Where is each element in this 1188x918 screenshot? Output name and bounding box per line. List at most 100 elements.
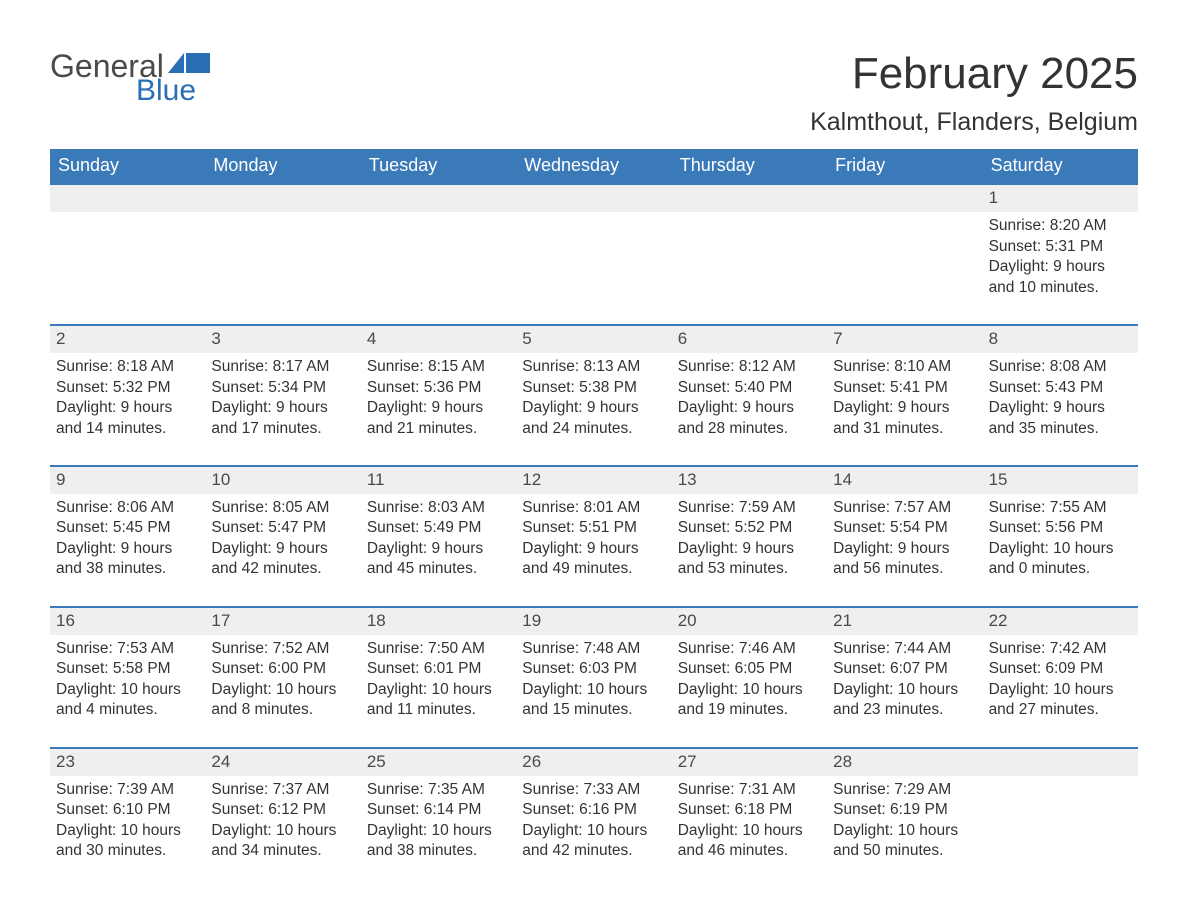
month-title: February 2025 <box>810 50 1138 98</box>
day-cell: 22Sunrise: 7:42 AMSunset: 6:09 PMDayligh… <box>983 608 1138 725</box>
day-number: 10 <box>205 467 360 494</box>
day-cell: 21Sunrise: 7:44 AMSunset: 6:07 PMDayligh… <box>827 608 982 725</box>
day-details: Sunrise: 7:55 AMSunset: 5:56 PMDaylight:… <box>983 494 1138 584</box>
day-details: Sunrise: 7:33 AMSunset: 6:16 PMDaylight:… <box>516 776 671 866</box>
sunset-text: Sunset: 6:07 PM <box>833 659 978 679</box>
page-header: General Blue February 2025 Kalmthout, Fl… <box>50 50 1138 137</box>
daylight-text: Daylight: 9 hours and 38 minutes. <box>56 539 201 580</box>
daylight-text: Daylight: 10 hours and 50 minutes. <box>833 821 978 862</box>
day-cell: 11Sunrise: 8:03 AMSunset: 5:49 PMDayligh… <box>361 467 516 584</box>
daylight-text: Daylight: 9 hours and 45 minutes. <box>367 539 512 580</box>
sunrise-text: Sunrise: 8:01 AM <box>522 498 667 518</box>
daylight-text: Daylight: 10 hours and 0 minutes. <box>989 539 1134 580</box>
week-row: 9Sunrise: 8:06 AMSunset: 5:45 PMDaylight… <box>50 465 1138 584</box>
day-cell: 4Sunrise: 8:15 AMSunset: 5:36 PMDaylight… <box>361 326 516 443</box>
sunset-text: Sunset: 6:12 PM <box>211 800 356 820</box>
daylight-text: Daylight: 10 hours and 46 minutes. <box>678 821 823 862</box>
daylight-text: Daylight: 9 hours and 14 minutes. <box>56 398 201 439</box>
day-number: 11 <box>361 467 516 494</box>
sunset-text: Sunset: 5:34 PM <box>211 378 356 398</box>
sunrise-text: Sunrise: 7:46 AM <box>678 639 823 659</box>
week-row: 23Sunrise: 7:39 AMSunset: 6:10 PMDayligh… <box>50 747 1138 866</box>
sunrise-text: Sunrise: 8:20 AM <box>989 216 1134 236</box>
sunrise-text: Sunrise: 8:12 AM <box>678 357 823 377</box>
sunrise-text: Sunrise: 7:52 AM <box>211 639 356 659</box>
daylight-text: Daylight: 10 hours and 30 minutes. <box>56 821 201 862</box>
day-cell: 1 Sunrise: 8:20 AMSunset: 5:31 PMDaylight… <box>983 185 1138 302</box>
day-number: 6 <box>672 326 827 353</box>
weekday-header: Wednesday <box>516 149 671 183</box>
day-details: Sunrise: 7:53 AMSunset: 5:58 PMDaylight:… <box>50 635 205 725</box>
day-details: Sunrise: 7:29 AMSunset: 6:19 PMDaylight:… <box>827 776 982 866</box>
day-cell: 13Sunrise: 7:59 AMSunset: 5:52 PMDayligh… <box>672 467 827 584</box>
daylight-text: Daylight: 9 hours and 24 minutes. <box>522 398 667 439</box>
daylight-text: Daylight: 10 hours and 34 minutes. <box>211 821 356 862</box>
daylight-text: Daylight: 10 hours and 27 minutes. <box>989 680 1134 721</box>
day-details: Sunrise: 8:15 AMSunset: 5:36 PMDaylight:… <box>361 353 516 443</box>
day-number: 17 <box>205 608 360 635</box>
day-number: 28 <box>827 749 982 776</box>
day-cell: 24 Sunrise: 7:37 AMSunset: 6:12 PMDayligh… <box>205 749 360 866</box>
daylight-text: Daylight: 9 hours and 10 minutes. <box>989 257 1134 298</box>
sunset-text: Sunset: 5:36 PM <box>367 378 512 398</box>
daylight-text: Daylight: 10 hours and 11 minutes. <box>367 680 512 721</box>
day-cell: 23Sunrise: 7:39 AMSunset: 6:10 PMDayligh… <box>50 749 205 866</box>
sunrise-text: Sunrise: 8:03 AM <box>367 498 512 518</box>
sunrise-text: Sunrise: 7:55 AM <box>989 498 1134 518</box>
daylight-text: Daylight: 9 hours and 56 minutes. <box>833 539 978 580</box>
day-details: Sunrise: 7:59 AMSunset: 5:52 PMDaylight:… <box>672 494 827 584</box>
day-number <box>50 185 205 212</box>
day-cell: 9Sunrise: 8:06 AMSunset: 5:45 PMDaylight… <box>50 467 205 584</box>
daylight-text: Daylight: 10 hours and 15 minutes. <box>522 680 667 721</box>
sunset-text: Sunset: 6:18 PM <box>678 800 823 820</box>
day-details: Sunrise: 7:46 AMSunset: 6:05 PMDaylight:… <box>672 635 827 725</box>
sunset-text: Sunset: 6:16 PM <box>522 800 667 820</box>
sunrise-text: Sunrise: 7:31 AM <box>678 780 823 800</box>
weekday-header: Thursday <box>672 149 827 183</box>
day-number: 27 <box>672 749 827 776</box>
day-number: 1 <box>983 185 1138 212</box>
sunset-text: Sunset: 5:40 PM <box>678 378 823 398</box>
day-details: Sunrise: 7:39 AMSunset: 6:10 PMDaylight:… <box>50 776 205 866</box>
day-number <box>983 749 1138 776</box>
sunrise-text: Sunrise: 8:08 AM <box>989 357 1134 377</box>
day-details: Sunrise: 8:13 AMSunset: 5:38 PMDaylight:… <box>516 353 671 443</box>
sunrise-text: Sunrise: 7:37 AM <box>211 780 356 800</box>
daylight-text: Daylight: 10 hours and 38 minutes. <box>367 821 512 862</box>
day-number: 24 <box>205 749 360 776</box>
week-row: 2Sunrise: 8:18 AMSunset: 5:32 PMDaylight… <box>50 324 1138 443</box>
sunrise-text: Sunrise: 7:44 AM <box>833 639 978 659</box>
day-cell: 10Sunrise: 8:05 AMSunset: 5:47 PMDayligh… <box>205 467 360 584</box>
daylight-text: Daylight: 10 hours and 8 minutes. <box>211 680 356 721</box>
day-number: 22 <box>983 608 1138 635</box>
sunset-text: Sunset: 5:31 PM <box>989 237 1134 257</box>
sunset-text: Sunset: 5:47 PM <box>211 518 356 538</box>
day-cell: 15Sunrise: 7:55 AMSunset: 5:56 PMDayligh… <box>983 467 1138 584</box>
day-cell: 17Sunrise: 7:52 AMSunset: 6:00 PMDayligh… <box>205 608 360 725</box>
day-details: Sunrise: 7:50 AMSunset: 6:01 PMDaylight:… <box>361 635 516 725</box>
day-cell <box>827 185 982 302</box>
sunset-text: Sunset: 5:41 PM <box>833 378 978 398</box>
sunrise-text: Sunrise: 7:53 AM <box>56 639 201 659</box>
day-cell: 26Sunrise: 7:33 AMSunset: 6:16 PMDayligh… <box>516 749 671 866</box>
sunrise-text: Sunrise: 7:57 AM <box>833 498 978 518</box>
day-cell: 5Sunrise: 8:13 AMSunset: 5:38 PMDaylight… <box>516 326 671 443</box>
day-number: 12 <box>516 467 671 494</box>
day-number: 4 <box>361 326 516 353</box>
day-number: 26 <box>516 749 671 776</box>
daylight-text: Daylight: 10 hours and 42 minutes. <box>522 821 667 862</box>
sunset-text: Sunset: 6:14 PM <box>367 800 512 820</box>
day-details: Sunrise: 8:18 AMSunset: 5:32 PMDaylight:… <box>50 353 205 443</box>
day-cell: 28Sunrise: 7:29 AMSunset: 6:19 PMDayligh… <box>827 749 982 866</box>
sunset-text: Sunset: 5:56 PM <box>989 518 1134 538</box>
day-details: Sunrise: 7:48 AMSunset: 6:03 PMDaylight:… <box>516 635 671 725</box>
sunset-text: Sunset: 6:10 PM <box>56 800 201 820</box>
week-row: 1 Sunrise: 8:20 AMSunset: 5:31 PMDaylight… <box>50 183 1138 302</box>
day-details: Sunrise: 8:03 AMSunset: 5:49 PMDaylight:… <box>361 494 516 584</box>
sunrise-text: Sunrise: 7:35 AM <box>367 780 512 800</box>
day-number: 13 <box>672 467 827 494</box>
day-number: 14 <box>827 467 982 494</box>
logo-word-blue: Blue <box>136 76 212 106</box>
day-number <box>361 185 516 212</box>
sunrise-text: Sunrise: 7:29 AM <box>833 780 978 800</box>
